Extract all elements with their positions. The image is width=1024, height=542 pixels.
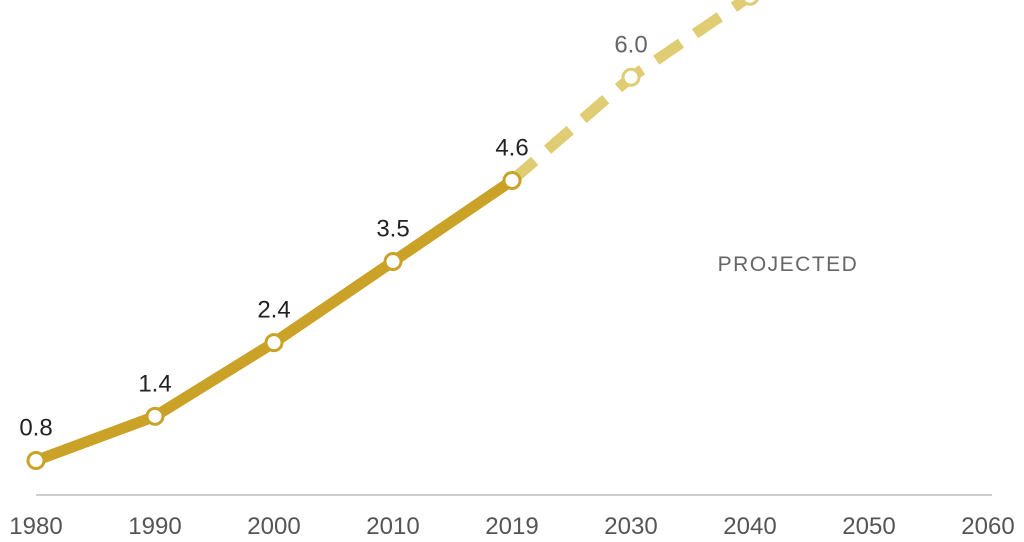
data-point-2019 [502, 170, 522, 190]
x-tick-label-2000: 2000 [247, 513, 300, 540]
x-tick-label-2060: 2060 [961, 513, 1014, 540]
data-point-2040 [741, 0, 759, 6]
data-label-1990: 1.4 [138, 370, 171, 397]
x-tick-label-1980: 1980 [9, 513, 62, 540]
data-point-2000 [264, 333, 284, 353]
data-label-2030: 6.0 [614, 31, 647, 58]
projected-series-line [508, 0, 755, 185]
data-label-1980: 0.8 [19, 415, 52, 442]
projected-annotation: PROJECTED [718, 253, 859, 276]
data-point-2030 [621, 67, 641, 87]
x-tick-label-2030: 2030 [604, 513, 657, 540]
x-tick-label-2040: 2040 [723, 513, 776, 540]
x-tick-labels: 1980 1990 2000 2010 2019 2030 2040 2050 2060 [9, 513, 1014, 540]
x-tick-label-1990: 1990 [128, 513, 181, 540]
x-tick-label-2019: 2019 [485, 513, 538, 540]
data-point-2010 [383, 252, 403, 272]
data-labels: 0.81.42.43.54.66.07.18.29.5 [19, 31, 647, 442]
x-tick-label-2010: 2010 [366, 513, 419, 540]
data-label-2010: 3.5 [376, 216, 409, 243]
data-point-1990 [145, 406, 165, 426]
data-points [26, 0, 759, 471]
x-tick-label-2050: 2050 [842, 513, 895, 540]
data-label-2000: 2.4 [257, 297, 290, 324]
data-point-1980 [26, 451, 46, 471]
data-label-2019: 4.6 [495, 134, 528, 161]
